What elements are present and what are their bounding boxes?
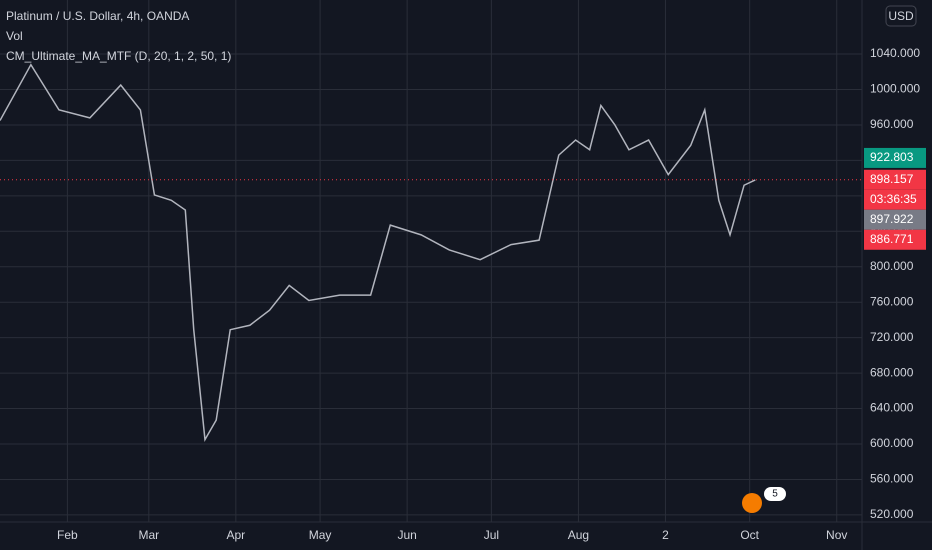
- indicator-label: Vol: [6, 29, 23, 43]
- x-tick-label: Jul: [484, 528, 499, 542]
- event-icon[interactable]: [742, 493, 762, 513]
- price-line: [0, 63, 756, 442]
- price-label: 03:36:35: [870, 192, 917, 206]
- x-tick-label: Apr: [227, 528, 246, 542]
- x-tick-label: Feb: [57, 528, 78, 542]
- indicator-label: CM_Ultimate_MA_MTF (D, 20, 1, 2, 50, 1): [6, 49, 231, 63]
- price-label: 922.803: [870, 150, 914, 164]
- y-tick-label: 600.000: [870, 436, 914, 450]
- x-tick-label: Mar: [138, 528, 159, 542]
- x-tick-label: Oct: [740, 528, 759, 542]
- y-tick-label: 560.000: [870, 472, 914, 486]
- plot: [0, 0, 862, 522]
- currency-badge[interactable]: [885, 5, 917, 27]
- x-tick-label: May: [309, 528, 332, 542]
- currency-label[interactable]: USD: [888, 9, 914, 23]
- x-tick-label: Jun: [397, 528, 416, 542]
- price-label-box: [864, 229, 926, 250]
- price-label: 898.157: [870, 172, 914, 186]
- y-tick-label: 800.000: [870, 259, 914, 273]
- price-label-box: [864, 209, 926, 230]
- y-tick-label: 1040.000: [870, 46, 920, 60]
- price-label-box: [864, 169, 926, 190]
- badge-count[interactable]: 5: [772, 489, 778, 500]
- price-label: 897.922: [870, 212, 914, 226]
- price-label-box: [864, 147, 926, 168]
- y-tick-label: 640.000: [870, 401, 914, 415]
- x-tick-label: 2: [662, 528, 669, 542]
- y-tick-label: 520.000: [870, 507, 914, 521]
- price-label-box: [864, 189, 926, 210]
- y-tick-label: 1000.000: [870, 82, 920, 96]
- x-tick-label: Nov: [826, 528, 847, 542]
- y-tick-label: 960.000: [870, 117, 914, 131]
- y-tick-label: 680.000: [870, 365, 914, 379]
- badge[interactable]: [764, 487, 786, 501]
- y-tick-label: 760.000: [870, 294, 914, 308]
- price-label: 886.771: [870, 232, 914, 246]
- y-tick-label: 720.000: [870, 330, 914, 344]
- x-tick-label: Aug: [568, 528, 589, 542]
- chart-title: Platinum / U.S. Dollar, 4h, OANDA: [6, 9, 189, 23]
